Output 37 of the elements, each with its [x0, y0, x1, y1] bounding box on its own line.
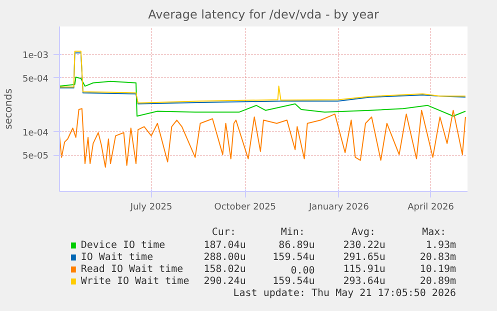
- line-series: [60, 76, 466, 117]
- text: 0.00: [290, 266, 315, 276]
- x-tick-label: January 2026: [308, 202, 370, 212]
- text: 20.83m: [420, 252, 456, 263]
- y-tick-label: 1e-04: [22, 128, 49, 138]
- text: Avg:: [351, 227, 376, 238]
- text: 159.54u: [272, 276, 315, 287]
- text: 10.19m: [420, 264, 456, 275]
- x-tick-label: July 2025: [129, 202, 172, 212]
- text: 293.64u: [343, 276, 386, 287]
- text: 159.54u: [272, 252, 315, 263]
- text: Cur:: [212, 227, 236, 238]
- y-tick-label: 5e-05: [22, 152, 49, 162]
- chart-title: Average latency for /dev/vda - by year: [148, 8, 379, 22]
- text: 288.00u: [204, 252, 246, 263]
- text: 230.22u: [343, 240, 386, 251]
- text: 20.89m: [420, 276, 456, 287]
- text: Max:: [422, 227, 446, 238]
- text: 187.04u: [204, 240, 246, 251]
- legend-label: IO Wait time: [80, 252, 154, 263]
- legend-label: Read IO Wait time: [80, 264, 184, 275]
- legend-label: Write IO Wait time: [80, 276, 190, 287]
- y-axis-title: seconds: [4, 88, 15, 130]
- x-tick-label: April 2026: [408, 202, 454, 212]
- text: 290.24u: [204, 276, 246, 287]
- text: Last update: Thu May 21 17:05:50 2026: [233, 288, 456, 299]
- text: 1.93m: [426, 240, 456, 251]
- text: Min:: [280, 227, 305, 238]
- legend-label: Device IO time: [80, 240, 166, 251]
- text: 86.89u: [278, 240, 315, 251]
- y-tick-label: 5e-04: [22, 74, 49, 84]
- text: 158.02u: [204, 264, 246, 275]
- line-series: [60, 108, 466, 168]
- y-tick-label: 1e-03: [22, 51, 49, 62]
- text: 115.91u: [343, 264, 386, 275]
- text: 291.65u: [343, 252, 386, 263]
- x-tick-label: October 2025: [214, 202, 276, 212]
